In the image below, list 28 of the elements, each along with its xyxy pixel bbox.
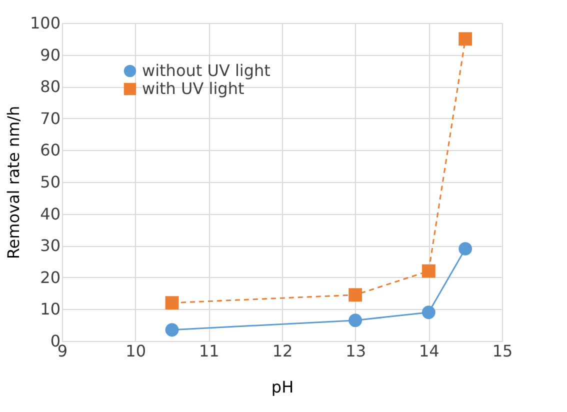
x-tick-label: 10 <box>126 342 146 360</box>
y-tick-label: 10 <box>40 300 60 319</box>
point <box>165 323 179 337</box>
y-tick-label: 30 <box>40 236 60 256</box>
point <box>348 314 362 328</box>
y-tick-label: 70 <box>40 108 60 128</box>
legend-label: without UV light <box>142 61 270 80</box>
y-tick-label: 60 <box>40 140 60 160</box>
x-axis-title: pH <box>271 378 294 396</box>
point <box>458 242 472 256</box>
y-axis-title: Removal rate nm/h <box>4 106 23 260</box>
x-tick-label: 11 <box>198 342 220 360</box>
point <box>165 296 179 310</box>
x-tick-label: 15 <box>492 342 513 360</box>
y-tick-label: 90 <box>40 45 60 64</box>
y-tick-label: 20 <box>40 268 60 287</box>
point <box>348 288 362 302</box>
y-tick-label: 50 <box>40 172 60 192</box>
point <box>422 264 436 278</box>
point <box>458 32 472 46</box>
y-tick-label: 100 <box>30 14 60 32</box>
y-tick-label: 40 <box>40 204 60 224</box>
legend-label: with UV light <box>142 79 244 98</box>
x-tick-label: 14 <box>418 342 440 360</box>
point <box>422 306 436 320</box>
x-tick-label: 12 <box>272 342 293 360</box>
y-tick-label: 80 <box>40 77 60 96</box>
x-tick-label: 13 <box>346 342 366 360</box>
